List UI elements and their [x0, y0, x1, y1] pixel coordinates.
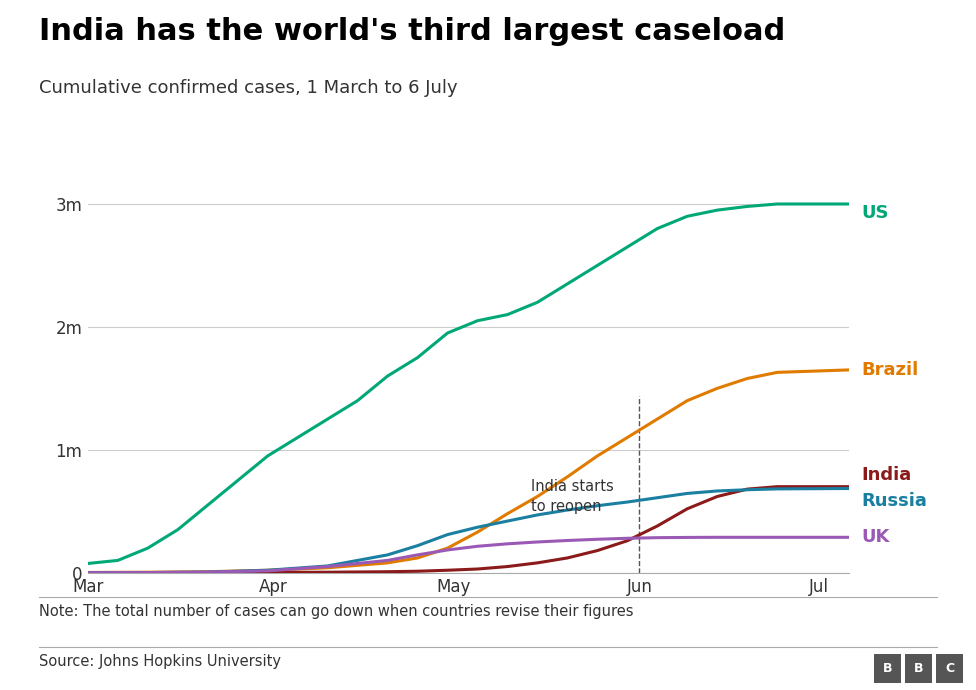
Text: UK: UK	[861, 529, 889, 546]
Text: Source: Johns Hopkins University: Source: Johns Hopkins University	[39, 654, 281, 669]
Text: Russia: Russia	[861, 491, 927, 510]
Text: India: India	[861, 466, 912, 484]
Text: B: B	[914, 662, 923, 675]
Text: C: C	[945, 662, 955, 675]
Text: B: B	[882, 662, 892, 675]
Text: Note: The total number of cases can go down when countries revise their figures: Note: The total number of cases can go d…	[39, 604, 633, 619]
Text: India starts
to reopen: India starts to reopen	[531, 479, 614, 514]
Text: US: US	[861, 204, 888, 222]
Text: Cumulative confirmed cases, 1 March to 6 July: Cumulative confirmed cases, 1 March to 6…	[39, 79, 458, 97]
Text: India has the world's third largest caseload: India has the world's third largest case…	[39, 17, 786, 46]
Text: Brazil: Brazil	[861, 361, 918, 379]
